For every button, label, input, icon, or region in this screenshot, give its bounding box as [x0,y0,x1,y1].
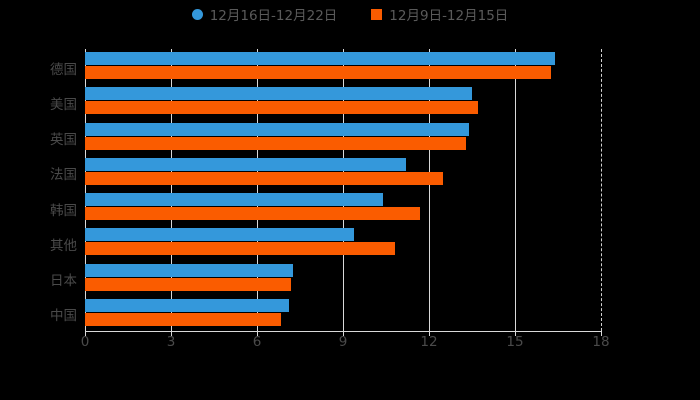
y-axis-tick-label: 其他 [50,237,77,254]
x-axis-tick-label: 3 [166,334,176,350]
legend-circle-icon [191,8,203,20]
gridline [257,49,258,331]
x-axis-tick-mark [85,331,86,336]
bar-group [85,296,601,331]
y-axis-tick-label: 美国 [50,96,77,113]
y-axis-labels: 德国美国英国法国韩国其他日本中国 [5,49,77,331]
bar[interactable] [85,101,478,115]
x-axis-tick-label: 6 [252,334,262,350]
x-axis-tick-label: 9 [338,334,348,350]
x-axis-tick-label: 18 [592,334,610,350]
bar[interactable] [85,87,472,101]
bar[interactable] [85,263,293,277]
x-axis-labels: 0 3 6 9 12 15 18 [81,334,610,356]
y-axis-tick-label: 日本 [50,273,77,290]
x-axis-tick-mark [257,331,258,336]
x-axis-tick-mark [171,331,172,336]
bar-group [85,190,601,225]
x-axis-tick-mark [429,331,430,336]
gridline [429,49,430,331]
legend-entry[interactable]: 12月16日-12月22日 [191,4,338,24]
x-axis-tick-mark [601,331,602,336]
bar-group [85,120,601,155]
bar[interactable] [85,193,384,206]
y-axis-tick-label: 德国 [50,61,77,78]
bar[interactable] [85,171,444,185]
bar-group [85,84,601,119]
x-axis-tick-label: 12 [420,334,438,350]
legend-square-icon [371,8,383,20]
bar[interactable] [85,157,407,171]
bar[interactable] [85,66,551,79]
gridline [601,49,602,331]
bar[interactable] [85,277,292,291]
y-axis-tick-label: 法国 [50,167,77,184]
legend-label: 12月16日-12月22日 [209,8,338,24]
y-axis-tick-label: 英国 [50,132,77,149]
y-axis-tick-label: 韩国 [50,202,77,219]
bar[interactable] [85,52,556,65]
legend-entry[interactable]: 12月9日-12月15日 [371,4,508,24]
bar[interactable] [85,228,355,242]
bar-group [85,155,601,190]
legend-label: 12月9日-12月15日 [389,8,509,24]
bar[interactable] [85,242,395,256]
bar[interactable] [85,207,421,220]
y-axis-line [85,49,86,331]
x-axis-tick-label: 15 [506,334,524,350]
bar[interactable] [85,312,282,326]
y-axis-tick-label: 中国 [50,308,77,325]
bar[interactable] [85,122,470,136]
gridline [171,49,172,331]
gridline [343,49,344,331]
x-axis-tick-mark [515,331,516,336]
bar[interactable] [85,136,467,150]
bar-group [85,225,601,260]
bar[interactable] [85,298,289,312]
gridline [515,49,516,331]
x-axis-tick-mark [343,331,344,336]
chart-legend: 12月16日-12月22日 12月9日-12月15日 [0,4,700,24]
x-axis-tick-label: 0 [80,334,90,350]
bar-group [85,261,601,296]
plot-area [85,49,602,331]
bar-group [85,49,601,84]
